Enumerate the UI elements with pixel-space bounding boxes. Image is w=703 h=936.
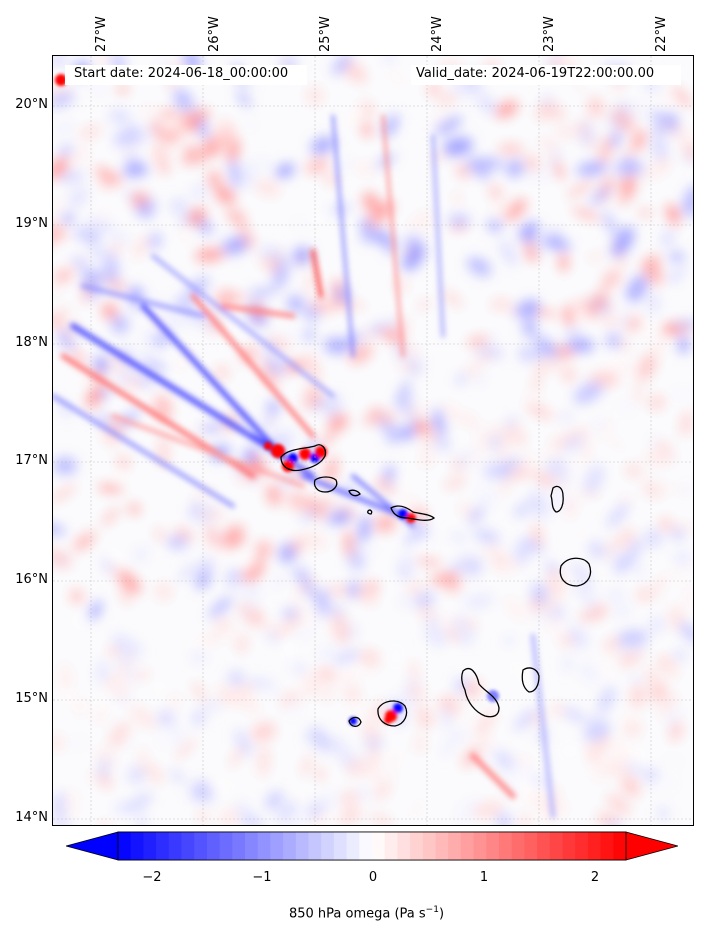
colorbar-segment bbox=[613, 832, 627, 860]
colorbar-tick: 2 bbox=[590, 870, 600, 885]
colorbar-segment bbox=[600, 832, 614, 860]
lat-tick-label: 19°N bbox=[15, 216, 48, 231]
map-panel bbox=[52, 55, 694, 826]
colorbar-segment bbox=[308, 832, 322, 860]
colorbar-segment bbox=[359, 832, 373, 860]
colorbar-segment bbox=[460, 832, 475, 860]
colorbar-segment bbox=[562, 832, 576, 860]
lon-tick-label: 26°W bbox=[207, 16, 222, 52]
colorbar-segment bbox=[499, 832, 513, 860]
colorbar-extend-max bbox=[625, 831, 678, 861]
colorbar-segment bbox=[168, 832, 182, 860]
colorbar-segment bbox=[537, 832, 551, 860]
lat-tick-label: 15°N bbox=[15, 691, 48, 706]
colorbar-segment bbox=[549, 832, 563, 860]
island-islet bbox=[367, 509, 373, 515]
island-santa-luzia bbox=[348, 489, 361, 497]
omega-field-streaks bbox=[53, 114, 556, 819]
lat-tick-label: 17°N bbox=[15, 453, 48, 468]
coastlines bbox=[280, 444, 592, 728]
colorbar-outline bbox=[117, 831, 627, 861]
colorbar-segment bbox=[397, 832, 411, 860]
colorbar-tick: −2 bbox=[142, 870, 162, 885]
island-maio bbox=[521, 667, 540, 693]
colorbar-label: 850 hPa omega (Pa s−1) bbox=[0, 905, 703, 921]
lon-tick-label: 23°W bbox=[542, 16, 557, 52]
colorbar-segment bbox=[257, 832, 271, 860]
lon-tick-label: 27°W bbox=[94, 16, 109, 52]
island-boa-vista bbox=[559, 557, 592, 587]
colorbar-tick: 0 bbox=[368, 870, 378, 885]
colorbar-segment bbox=[143, 832, 157, 860]
colorbar-segment bbox=[575, 832, 589, 860]
island-fogo bbox=[377, 700, 408, 727]
colorbar-segment bbox=[333, 832, 348, 860]
lat-tick-label: 14°N bbox=[15, 810, 48, 825]
lon-tick-label: 25°W bbox=[318, 16, 333, 52]
colorbar-segment bbox=[486, 832, 500, 860]
island-santiago bbox=[461, 668, 500, 718]
colorbar-segment bbox=[245, 832, 259, 860]
lat-tick-label: 16°N bbox=[15, 572, 48, 587]
gridlines bbox=[53, 56, 693, 825]
lat-tick-label: 18°N bbox=[15, 335, 48, 350]
colorbar-segment bbox=[130, 832, 144, 860]
colorbar-segment bbox=[156, 832, 170, 860]
colorbar-extend-min bbox=[66, 831, 119, 861]
colorbar-segment bbox=[410, 832, 424, 860]
colorbar-segment bbox=[181, 832, 195, 860]
colorbar-segment bbox=[219, 832, 233, 860]
colorbar-segment bbox=[435, 832, 449, 860]
colorbar-segment bbox=[372, 832, 386, 860]
colorbar-segment bbox=[346, 832, 360, 860]
colorbar-segment bbox=[422, 832, 436, 860]
colorbar-tick: −1 bbox=[252, 870, 272, 885]
start-date-label: Start date: 2024-06-18_00:00:00 bbox=[70, 66, 293, 81]
colorbar-segment bbox=[321, 832, 335, 860]
lon-tick-label: 24°W bbox=[430, 16, 445, 52]
colorbar-segment bbox=[587, 832, 602, 860]
lon-tick-label: 22°W bbox=[654, 16, 669, 52]
colorbar-label-text: 850 hPa omega (Pa s bbox=[288, 906, 426, 922]
colorbar bbox=[66, 831, 678, 861]
omega-field-map bbox=[53, 56, 693, 825]
valid-date-label: Valid_date: 2024-06-19T22:00:00.00 bbox=[412, 66, 659, 81]
island-sao-vicente bbox=[313, 476, 338, 493]
colorbar-label-exponent: −1 bbox=[425, 905, 439, 915]
colorbar-segment bbox=[524, 832, 538, 860]
island-brava bbox=[348, 716, 362, 728]
colorbar-segment bbox=[283, 832, 297, 860]
island-sal bbox=[550, 485, 564, 513]
colorbar-segment bbox=[270, 832, 284, 860]
colorbar-segment bbox=[232, 832, 246, 860]
lat-tick-label: 20°N bbox=[15, 97, 48, 112]
island-santo-antao bbox=[280, 444, 327, 472]
colorbar-segment bbox=[511, 832, 525, 860]
colorbar-segment bbox=[118, 832, 132, 860]
colorbar-tick: 1 bbox=[479, 870, 489, 885]
colorbar-segment bbox=[473, 832, 487, 860]
island-sao-nicolau bbox=[390, 505, 436, 521]
colorbar-segment bbox=[206, 832, 221, 860]
colorbar-segment bbox=[194, 832, 208, 860]
colorbar-segment bbox=[384, 832, 398, 860]
colorbar-segment bbox=[448, 832, 462, 860]
colorbar-segment bbox=[295, 832, 309, 860]
colorbar-label-suffix: ) bbox=[438, 906, 445, 922]
colorbar-steps bbox=[117, 831, 627, 861]
